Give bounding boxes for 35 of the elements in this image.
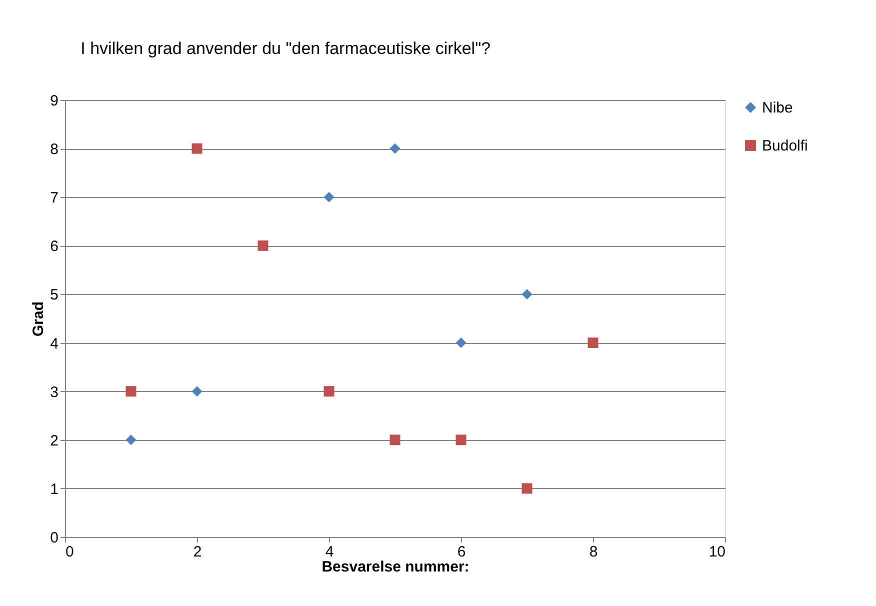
point (390, 143, 400, 154)
y-tick-label: 7 (50, 190, 58, 207)
legend-label: Budolfi (762, 138, 808, 154)
point (192, 143, 202, 154)
y-tick-label: 6 (50, 238, 58, 256)
point (126, 434, 136, 446)
y-tick-label: 0 (50, 530, 58, 546)
x-tick-label: 8 (589, 544, 598, 560)
x-tick-label: 6 (457, 544, 466, 560)
y-tick-label: 2 (50, 432, 58, 450)
point (126, 386, 136, 397)
y-tick-label: 1 (50, 480, 58, 498)
point (456, 434, 466, 446)
point (456, 338, 466, 348)
x-tick-label: 0 (66, 544, 74, 560)
point (588, 338, 598, 348)
y-tick-label: 8 (50, 141, 58, 158)
point (522, 288, 532, 300)
x-tick-label: 4 (325, 544, 334, 560)
y-axis-title: Grad (30, 301, 48, 337)
point (390, 434, 400, 446)
x-tick-label: 2 (193, 544, 202, 560)
point (324, 192, 334, 202)
chart-title: I hvilken grad anvender du "den farmaceutiske cirkel"? (80, 39, 491, 58)
point (324, 386, 334, 397)
x-tick-label: 10 (708, 544, 726, 560)
y-tick-label: 4 (50, 335, 58, 352)
y-tick-label: 9 (50, 92, 58, 110)
y-tick-label: 5 (50, 286, 58, 304)
point (258, 240, 268, 251)
point (192, 386, 202, 397)
point (522, 483, 532, 494)
legend-label: Nibe (762, 100, 793, 116)
y-tick-label: 3 (50, 384, 58, 401)
x-axis-title: Besvarelse nummer: (322, 558, 470, 576)
